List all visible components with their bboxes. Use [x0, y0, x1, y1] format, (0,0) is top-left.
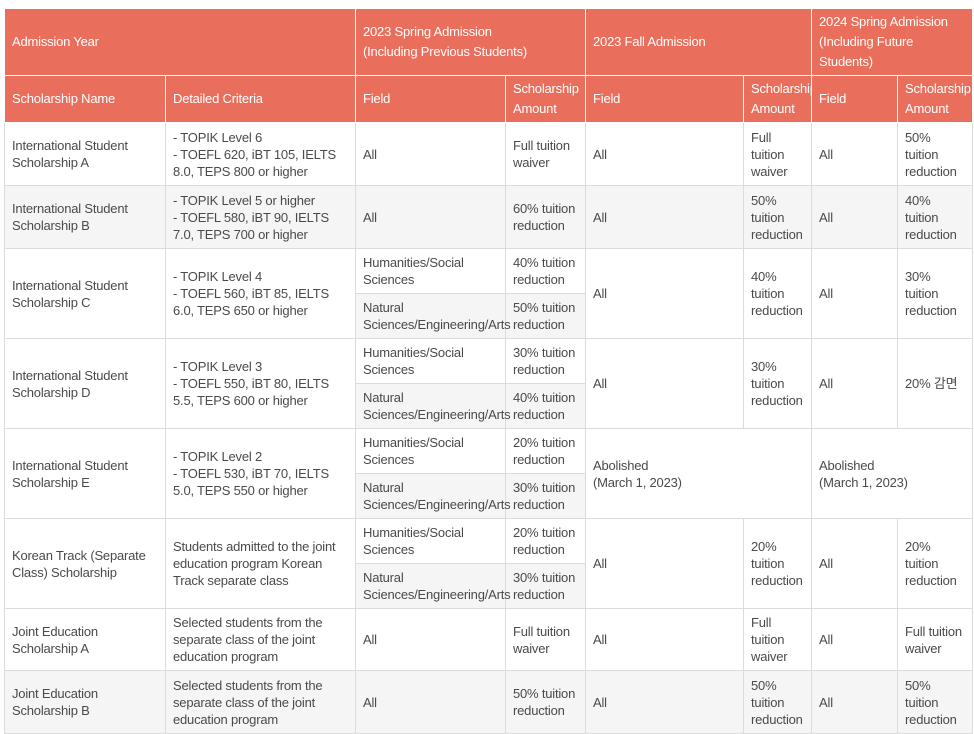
amount-cell: 40% tuition reduction [504, 248, 587, 294]
amount-cell: 20% tuition reduction [743, 518, 813, 609]
field-cell: All [811, 338, 899, 429]
amount-cell: 50% tuition reduction [743, 185, 813, 249]
criteria-cell: Students admitted to the joint education… [165, 518, 356, 609]
abolished-cell: Abolished (March 1, 2023) [585, 428, 813, 519]
amount-cell: 20% tuition reduction [504, 518, 587, 564]
header-scholarship-name: Scholarship Name [4, 75, 166, 123]
scholarship-name-cell: Joint Education Scholarship A [4, 608, 166, 671]
amount-cell: 30% tuition reduction [504, 473, 587, 519]
field-cell: Natural Sciences/Engineering/Arts [355, 293, 511, 339]
field-cell: All [811, 122, 899, 186]
amount-cell: 40% tuition reduction [897, 185, 974, 249]
scholarship-name-cell: International Student Scholarship A [4, 122, 166, 186]
header-field-fall2023: Field [585, 75, 745, 123]
header-field-spring2024: Field [811, 75, 899, 123]
field-cell: All [355, 670, 506, 734]
scholarship-name-cell: International Student Scholarship C [4, 248, 166, 339]
field-cell: All [585, 608, 745, 671]
field-cell: All [585, 185, 745, 249]
table-row-joint-b: Joint Education Scholarship B Selected s… [4, 670, 974, 734]
field-cell: All [811, 608, 899, 671]
table-row-joint-a: Joint Education Scholarship A Selected s… [4, 608, 974, 671]
criteria-cell: - TOPIK Level 5 or higher - TOEFL 580, i… [165, 185, 356, 249]
amount-cell: 30% tuition reduction [504, 338, 587, 384]
scholarship-table: Admission Year 2023 Spring Admission (In… [4, 8, 974, 734]
field-cell: All [585, 670, 745, 734]
field-cell: Natural Sciences/Engineering/Arts [355, 563, 511, 609]
criteria-cell: - TOPIK Level 4 - TOEFL 560, iBT 85, IEL… [165, 248, 356, 339]
field-cell: All [811, 518, 899, 609]
header-amount-spring2024: Scholarship Amount [897, 75, 974, 123]
amount-cell: Full tuition waiver [504, 608, 587, 671]
criteria-cell: - TOPIK Level 6 - TOEFL 620, iBT 105, IE… [165, 122, 356, 186]
criteria-cell: Selected students from the separate clas… [165, 608, 356, 671]
amount-cell: 50% tuition reduction [897, 670, 974, 734]
scholarship-name-cell: Joint Education Scholarship B [4, 670, 166, 734]
amount-cell: Full tuition waiver [504, 122, 587, 186]
criteria-cell: - TOPIK Level 2 - TOEFL 530, iBT 70, IEL… [165, 428, 356, 519]
field-cell: Natural Sciences/Engineering/Arts [355, 473, 511, 519]
field-cell: Natural Sciences/Engineering/Arts [355, 383, 511, 429]
header-admission-year: Admission Year [4, 8, 356, 76]
field-cell: All [355, 608, 506, 671]
field-cell: All [355, 122, 506, 186]
amount-cell: 60% tuition reduction [504, 185, 587, 249]
header-group-2024-spring: 2024 Spring Admission (Including Future … [811, 8, 974, 76]
field-cell: Humanities/Social Sciences [355, 518, 506, 564]
header-amount-fall2023: Scholarship Amount [743, 75, 813, 123]
amount-cell: 50% tuition reduction [504, 670, 587, 734]
field-cell: All [585, 518, 745, 609]
field-cell: All [585, 122, 745, 186]
table-row-scholarship-a: International Student Scholarship A - TO… [4, 122, 974, 186]
table-subrow-scholarship-e: Natural Sciences/Engineering/Arts 30% tu… [5, 473, 973, 519]
scholarship-name-cell: International Student Scholarship D [4, 338, 166, 429]
field-cell: All [585, 338, 745, 429]
field-cell: All [585, 248, 745, 339]
header-sub-row: Scholarship Name Detailed Criteria Field… [4, 75, 974, 123]
header-detailed-criteria: Detailed Criteria [165, 75, 356, 123]
header-group-2023-fall: 2023 Fall Admission [585, 8, 813, 76]
table-row-scholarship-b: International Student Scholarship B - TO… [4, 185, 974, 249]
amount-cell: 20% 감면 [897, 338, 974, 429]
scholarship-name-cell: International Student Scholarship E [4, 428, 166, 519]
scholarship-name-cell: International Student Scholarship B [4, 185, 166, 249]
field-cell: All [355, 185, 506, 249]
table-row-scholarship-d: International Student Scholarship D - TO… [4, 338, 974, 429]
amount-cell: 40% tuition reduction [504, 383, 587, 429]
field-cell: All [811, 185, 899, 249]
amount-cell: 20% tuition reduction [504, 428, 587, 474]
field-cell: All [811, 248, 899, 339]
field-cell: Humanities/Social Sciences [355, 428, 506, 474]
amount-cell: 40% tuition reduction [743, 248, 813, 339]
header-field-spring2023: Field [355, 75, 506, 123]
amount-cell: 50% tuition reduction [504, 293, 587, 339]
field-cell: Humanities/Social Sciences [355, 248, 506, 294]
amount-cell: 30% tuition reduction [504, 563, 587, 609]
criteria-cell: - TOPIK Level 3 - TOEFL 550, iBT 80, IEL… [165, 338, 356, 429]
amount-cell: 50% tuition reduction [897, 122, 974, 186]
table-row-korean-track: Korean Track (Separate Class) Scholarshi… [4, 518, 974, 609]
amount-cell: Full tuition waiver [897, 608, 974, 671]
table-subrow-scholarship-c: Natural Sciences/Engineering/Arts 50% tu… [5, 293, 973, 339]
amount-cell: Full tuition waiver [743, 608, 813, 671]
header-group-2023-spring: 2023 Spring Admission (Including Previou… [354, 8, 587, 76]
criteria-cell: Selected students from the separate clas… [165, 670, 356, 734]
scholarship-name-cell: Korean Track (Separate Class) Scholarshi… [4, 518, 166, 609]
amount-cell: 20% tuition reduction [897, 518, 974, 609]
amount-cell: Full tuition waiver [743, 122, 813, 186]
abolished-cell: Abolished (March 1, 2023) [811, 428, 974, 519]
header-amount-spring2023: Scholarship Amount [504, 75, 587, 123]
table-row-scholarship-c: International Student Scholarship C - TO… [4, 248, 974, 339]
amount-cell: 50% tuition reduction [743, 670, 813, 734]
amount-cell: 30% tuition reduction [743, 338, 813, 429]
field-cell: Humanities/Social Sciences [355, 338, 506, 384]
table-row-scholarship-e: International Student Scholarship E - TO… [4, 428, 974, 519]
header-group-row: Admission Year 2023 Spring Admission (In… [4, 8, 974, 76]
amount-cell: 30% tuition reduction [897, 248, 974, 339]
table-subrow-scholarship-d: Natural Sciences/Engineering/Arts 40% tu… [5, 383, 973, 429]
field-cell: All [811, 670, 899, 734]
